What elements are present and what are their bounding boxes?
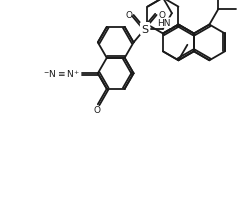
Text: $^{-}$N$\equiv$N$^{+}$: $^{-}$N$\equiv$N$^{+}$ bbox=[43, 68, 80, 79]
Text: O: O bbox=[158, 11, 165, 20]
Text: O: O bbox=[125, 11, 132, 20]
Text: O: O bbox=[93, 106, 100, 115]
Text: S: S bbox=[142, 25, 149, 34]
Text: HN: HN bbox=[157, 19, 171, 28]
